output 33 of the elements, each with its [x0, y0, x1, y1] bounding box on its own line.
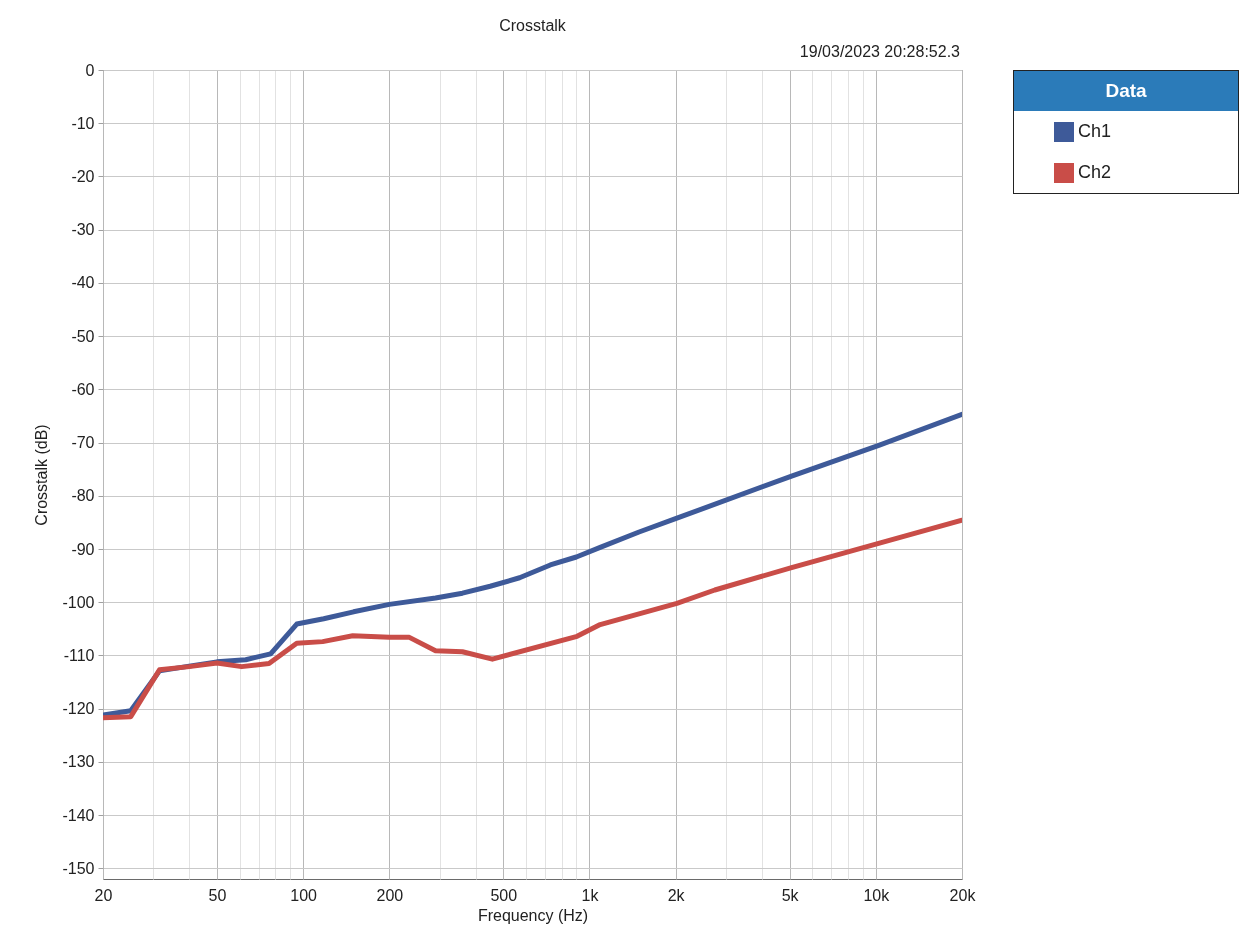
legend-label: Ch2 [1078, 162, 1112, 183]
x-tick-label: 50 [208, 886, 227, 904]
y-axis-title: Crosstalk (dB) [33, 424, 51, 526]
y-tick-label: -110 [63, 646, 95, 664]
y-tick-label: -10 [71, 114, 95, 132]
y-tick-label: -30 [71, 221, 95, 239]
y-tick-label: -150 [62, 859, 95, 877]
x-tick-label: 5k [781, 886, 800, 904]
x-tick-label: 500 [490, 886, 518, 904]
x-tick-label: 20 [94, 886, 113, 904]
legend-label: Ch1 [1078, 121, 1112, 142]
x-tick-label: 100 [290, 886, 318, 904]
chart-subtitle: 19/03/2023 20:28:52.3 [799, 43, 961, 60]
x-tick-label: 10k [863, 886, 891, 904]
y-tick-label: -140 [62, 806, 95, 824]
chart-title: Crosstalk [499, 17, 567, 34]
y-tick-label: -120 [62, 700, 95, 718]
x-tick-label: 200 [376, 886, 404, 904]
x-tick-label: 1k [581, 886, 600, 904]
x-axis-title: Frequency (Hz) [477, 906, 589, 924]
y-tick-label: 0 [85, 61, 95, 79]
x-tick-label: 2k [667, 886, 686, 904]
y-tick-label: -50 [71, 327, 95, 345]
y-tick-label: -100 [62, 593, 95, 611]
y-tick-label: -90 [71, 540, 95, 558]
y-tick-label: -80 [71, 487, 95, 505]
y-tick-label: -60 [71, 380, 95, 398]
y-tick-label: -40 [71, 274, 95, 292]
y-tick-label: -70 [71, 434, 95, 452]
legend-title: Data [1014, 71, 1238, 111]
y-tick-label: -130 [62, 753, 95, 771]
x-tick-label: 20k [949, 886, 977, 904]
y-tick-label: -20 [71, 167, 95, 185]
